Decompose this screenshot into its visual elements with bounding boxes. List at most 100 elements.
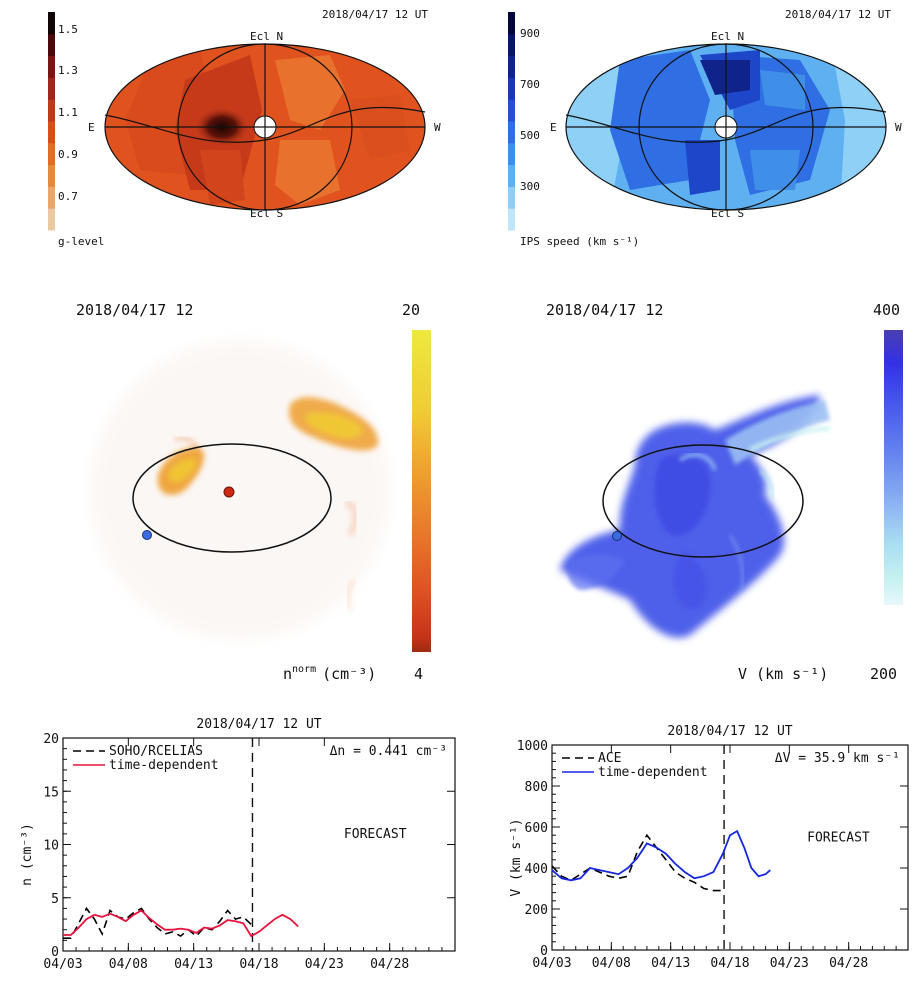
velocity-timestamp: 2018/04/17 12	[546, 301, 663, 319]
x-tick-label: 04/23	[305, 957, 344, 972]
colorbar-segment	[508, 186, 515, 209]
sun-marker	[223, 486, 235, 498]
colorbar-label: g-level	[58, 235, 104, 248]
y-tick-label: 400	[525, 862, 548, 877]
y-tick-label: 200	[525, 903, 548, 918]
colorbar-segment	[508, 33, 515, 57]
series-line-1	[63, 906, 252, 939]
x-tick-label: 04/13	[651, 956, 690, 971]
density-timeseries-panel: 2018/04/17 12 UT 0 5 10 15 20 04/03 04/08 04/13 0…	[0, 705, 460, 983]
skymap-timestamp: 2018/04/17 12 UT	[785, 8, 891, 21]
skymap-v-svg: 900 700 500 300 IPS speed (km s⁻¹) 2018/…	[508, 8, 902, 248]
ecl-north-label: Ecl N	[250, 30, 283, 43]
colorbar-segment	[508, 164, 515, 187]
colorbar-segment	[508, 55, 515, 78]
colorbar-segment	[48, 208, 55, 231]
y-tick-label: 800	[525, 780, 548, 795]
colorbar-min-label: 200	[870, 665, 897, 683]
chart-title: 2018/04/17 12 UT	[196, 717, 321, 732]
y-tick-label: 10	[43, 839, 59, 854]
colorbar-segment	[48, 55, 55, 78]
x-tick-label: 04/28	[370, 957, 409, 972]
colorbar-tick-1: 900	[520, 27, 540, 40]
colorbar-max-label: 20	[402, 301, 420, 319]
series-line-2	[63, 909, 299, 938]
series-line-1	[551, 833, 723, 892]
forecast-label: FORECAST	[807, 830, 870, 845]
density-timeseries-chart: 2018/04/17 12 UT 0 5 10 15 20 04/03 04/08 04/13 0…	[20, 717, 456, 972]
velocity-colorbar	[884, 330, 903, 605]
density-timestamp: 2018/04/17 12	[76, 301, 193, 319]
colorbar-segment	[48, 77, 55, 100]
quantity-label: V (km s⁻¹)	[738, 665, 828, 683]
colorbar-segment	[48, 164, 55, 187]
density-3d-panel: 2018/04/17 12 20 4 nnorm (cm⁻³)	[0, 290, 460, 690]
g-level-colorbar	[48, 12, 55, 231]
velocity-structure	[560, 395, 831, 638]
legend-label-2: time-dependent	[109, 758, 219, 773]
colorbar-label: IPS speed (km s⁻¹)	[520, 235, 639, 248]
colorbar-tick-4: 0.9	[58, 148, 78, 161]
velocity-timeseries-panel: 2018/04/17 12 UT 0 200 400 600 800 1000 04/03 04…	[460, 705, 913, 983]
ecl-south-label: Ecl S	[711, 207, 744, 220]
skymap-g-svg: 1.5 1.3 1.1 0.9 0.7 g-level 2018/04/17 1…	[48, 8, 441, 248]
colorbar-segment	[48, 33, 55, 57]
legend-label-2: time-dependent	[598, 765, 708, 780]
density-colorbar	[412, 330, 431, 652]
y-tick-label: 5	[51, 892, 59, 907]
x-tick-label: 04/23	[770, 956, 809, 971]
y-tick-label: 1000	[517, 739, 548, 754]
ecl-south-label: Ecl S	[250, 207, 283, 220]
legend-label-1: SOHO/RCELIAS	[109, 744, 203, 759]
west-label: W	[434, 121, 441, 134]
y-tick-label: 0	[540, 944, 548, 959]
colorbar-max-label: 400	[873, 301, 900, 319]
colorbar-segment	[508, 77, 515, 100]
x-tick-label: 04/03	[532, 956, 571, 971]
x-tick-label: 04/08	[109, 957, 148, 972]
velocity-3d-svg: 2018/04/17 12 400 200 V (km s⁻¹)	[546, 301, 903, 683]
earth-marker	[612, 531, 622, 541]
colorbar-segment	[48, 99, 55, 122]
y-axis-label: n (cm⁻³)	[20, 823, 35, 886]
x-tick-label: 04/08	[592, 956, 631, 971]
east-label: E	[550, 121, 557, 134]
earth-marker	[142, 530, 152, 540]
west-label: W	[895, 121, 902, 134]
skymap-timestamp: 2018/04/17 12 UT	[322, 8, 428, 21]
colorbar-segment	[48, 121, 55, 144]
delta-annotation: ΔV = 35.9 km s⁻¹	[775, 751, 900, 766]
y-tick-label: 15	[43, 785, 59, 800]
colorbar-segment	[508, 121, 515, 144]
colorbar-segment	[48, 142, 55, 166]
velocity-timeseries-chart: 2018/04/17 12 UT 0 200 400 600 800 1000 04/03 04…	[509, 724, 909, 971]
colorbar-segment	[508, 208, 515, 231]
colorbar-tick-4: 300	[520, 180, 540, 193]
colorbar-segment	[508, 99, 515, 122]
x-tick-label: 04/13	[174, 957, 213, 972]
colorbar-tick-2: 1.3	[58, 64, 78, 77]
y-tick-label: 600	[525, 821, 548, 836]
y-axis-label: V (km s⁻¹)	[509, 818, 524, 896]
colorbar-segment	[48, 186, 55, 209]
series-line-2	[551, 829, 771, 882]
ips-speed-colorbar	[508, 12, 515, 231]
colorbar-tick-3: 500	[520, 129, 540, 142]
density-3d-svg: 2018/04/17 12 20 4 nnorm (cm⁻³)	[76, 301, 431, 683]
x-tick-label: 04/18	[710, 956, 749, 971]
ecl-north-label: Ecl N	[711, 30, 744, 43]
legend-label-1: ACE	[598, 751, 621, 766]
colorbar-segment	[48, 12, 55, 35]
colorbar-tick-3: 1.1	[58, 106, 78, 119]
earth-orbit	[602, 444, 804, 558]
colorbar-tick-5: 0.7	[58, 190, 78, 203]
x-tick-label: 04/18	[239, 957, 278, 972]
east-label: E	[88, 121, 95, 134]
velocity-3d-panel: 2018/04/17 12 400 200 V (km s⁻¹)	[460, 290, 913, 690]
quantity-label: nnorm (cm⁻³)	[283, 664, 376, 683]
colorbar-segment	[508, 12, 515, 35]
y-tick-label: 0	[51, 945, 59, 960]
colorbar-tick-2: 700	[520, 78, 540, 91]
skymap-v-panel: 900 700 500 300 IPS speed (km s⁻¹) 2018/…	[460, 0, 913, 262]
skymap-g-panel: 1.5 1.3 1.1 0.9 0.7 g-level 2018/04/17 1…	[0, 0, 460, 262]
